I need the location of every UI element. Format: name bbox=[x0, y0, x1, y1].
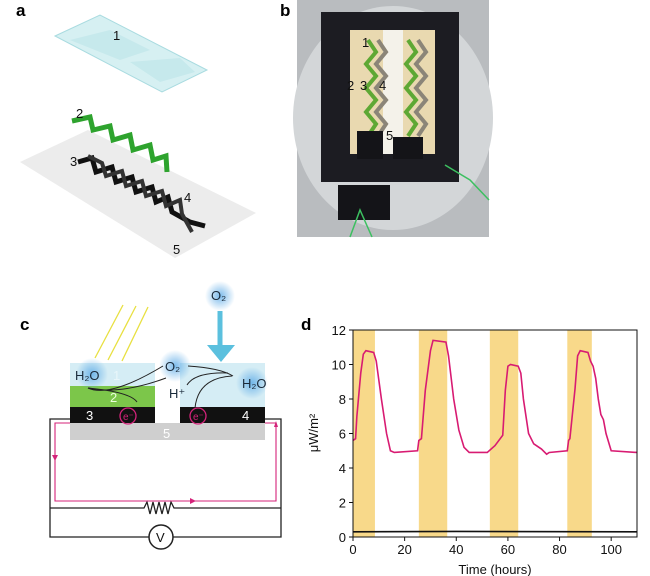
panel-c: c H₂O O₂ H⁺ H₂O O₂ 1 2 3 4 5 e⁻ e⁻ bbox=[20, 281, 282, 550]
light-bands bbox=[353, 330, 592, 537]
light-period-band bbox=[418, 330, 448, 537]
black-anode-zigzag bbox=[77, 154, 206, 229]
y-tick-label: 2 bbox=[339, 496, 346, 511]
y-tick-label: 10 bbox=[332, 358, 346, 373]
photo-number-5: 5 bbox=[386, 128, 393, 143]
cathode-zigzag bbox=[373, 38, 389, 138]
panel-a: a 1 2 3 4 5 bbox=[16, 1, 256, 258]
green-anode-zigzag bbox=[71, 114, 170, 173]
layer-number-1: 1 bbox=[113, 28, 120, 43]
cathode-zigzag bbox=[413, 38, 429, 138]
layer-number-3: 3 bbox=[70, 154, 77, 169]
o2-top-label: O₂ bbox=[211, 288, 226, 303]
electron-label: e⁻ bbox=[193, 412, 204, 423]
x-tick-label: 20 bbox=[397, 542, 411, 557]
electron-icon bbox=[189, 407, 207, 425]
y-axis-label: μW/m² bbox=[306, 413, 321, 452]
y-tick-label: 6 bbox=[339, 427, 346, 442]
current-arrow-icon bbox=[274, 421, 278, 427]
layer-number-4: 4 bbox=[242, 408, 249, 423]
substrate-5 bbox=[70, 423, 265, 440]
voltmeter-icon bbox=[148, 524, 174, 550]
h-plus-label: H⁺ bbox=[169, 386, 185, 401]
light-period-band bbox=[353, 330, 375, 537]
o2-arrowhead bbox=[207, 345, 235, 362]
layer-number-1: 1 bbox=[113, 368, 120, 383]
glow bbox=[76, 358, 108, 390]
glass-texture bbox=[130, 58, 195, 82]
y-axis: 0 2 4 6 8 10 12 bbox=[332, 323, 353, 545]
y-tick-label: 12 bbox=[332, 323, 346, 338]
layer-number-2: 2 bbox=[76, 106, 83, 121]
photo-number-1: 1 bbox=[362, 35, 369, 50]
electrode-4 bbox=[180, 407, 265, 423]
layer-number-4: 4 bbox=[184, 190, 191, 205]
h2o-left-label: H₂O bbox=[75, 368, 100, 383]
glass-texture bbox=[70, 30, 150, 60]
glow bbox=[205, 281, 235, 311]
electrode-3 bbox=[70, 407, 155, 423]
x-tick-label: 40 bbox=[449, 542, 463, 557]
panel-d: d 0 20 40 60 80 100 0 2 4 6 8 10 12 Time (hours) μW… bbox=[301, 315, 638, 576]
resistor-icon bbox=[50, 500, 281, 515]
wire bbox=[444, 164, 490, 201]
electron-label: e⁻ bbox=[123, 412, 134, 423]
wire bbox=[349, 208, 373, 238]
clip bbox=[393, 137, 423, 159]
current-arrow-icon bbox=[52, 455, 58, 461]
anode-zigzag bbox=[403, 38, 419, 138]
y-tick-label: 8 bbox=[339, 392, 346, 407]
panel-label-b: b bbox=[280, 1, 290, 20]
sunlight-rays bbox=[94, 304, 149, 362]
photo-number-4: 4 bbox=[379, 78, 386, 93]
voltmeter-label: V bbox=[156, 530, 165, 545]
h2o-right-label: H₂O bbox=[242, 376, 267, 391]
layer-number-2: 2 bbox=[110, 390, 117, 405]
series-lines bbox=[352, 339, 638, 533]
electron-icon bbox=[119, 407, 137, 425]
photo-number-2: 2 bbox=[347, 78, 354, 93]
layer-number-5: 5 bbox=[173, 242, 180, 257]
series-line bbox=[352, 339, 638, 456]
reaction-arrows bbox=[87, 365, 234, 409]
panel-b: b 1 2 3 4 5 bbox=[280, 0, 493, 238]
x-tick-label: 80 bbox=[552, 542, 566, 557]
x-tick-label: 60 bbox=[501, 542, 515, 557]
photo-number-3: 3 bbox=[360, 78, 367, 93]
current-path bbox=[54, 422, 277, 502]
x-axis: 0 20 40 60 80 100 bbox=[349, 537, 622, 557]
anode-zigzag bbox=[363, 38, 379, 138]
x-tick-label: 0 bbox=[349, 542, 356, 557]
clip bbox=[357, 131, 383, 159]
glow bbox=[236, 367, 268, 399]
gap bbox=[383, 30, 403, 154]
panel-label-d: d bbox=[301, 315, 311, 334]
black-cathode-zigzag bbox=[87, 154, 194, 233]
layer-number-3: 3 bbox=[86, 408, 93, 423]
panel-label-a: a bbox=[16, 1, 26, 20]
layer-number-5: 5 bbox=[163, 426, 170, 441]
current-arrow-icon bbox=[190, 498, 196, 504]
y-tick-label: 0 bbox=[339, 530, 346, 545]
x-tick-label: 100 bbox=[600, 542, 622, 557]
green-layer bbox=[70, 386, 155, 407]
clip bbox=[338, 185, 390, 220]
light-period-band bbox=[489, 330, 519, 537]
circuit-wire bbox=[173, 418, 282, 538]
circuit-wire bbox=[49, 418, 149, 538]
glow bbox=[159, 350, 191, 382]
y-tick-label: 4 bbox=[339, 461, 346, 476]
light-period-band bbox=[567, 330, 592, 537]
o2-mid-label: O₂ bbox=[165, 359, 180, 374]
x-axis-label: Time (hours) bbox=[458, 562, 531, 576]
panel-label-c: c bbox=[20, 315, 29, 334]
